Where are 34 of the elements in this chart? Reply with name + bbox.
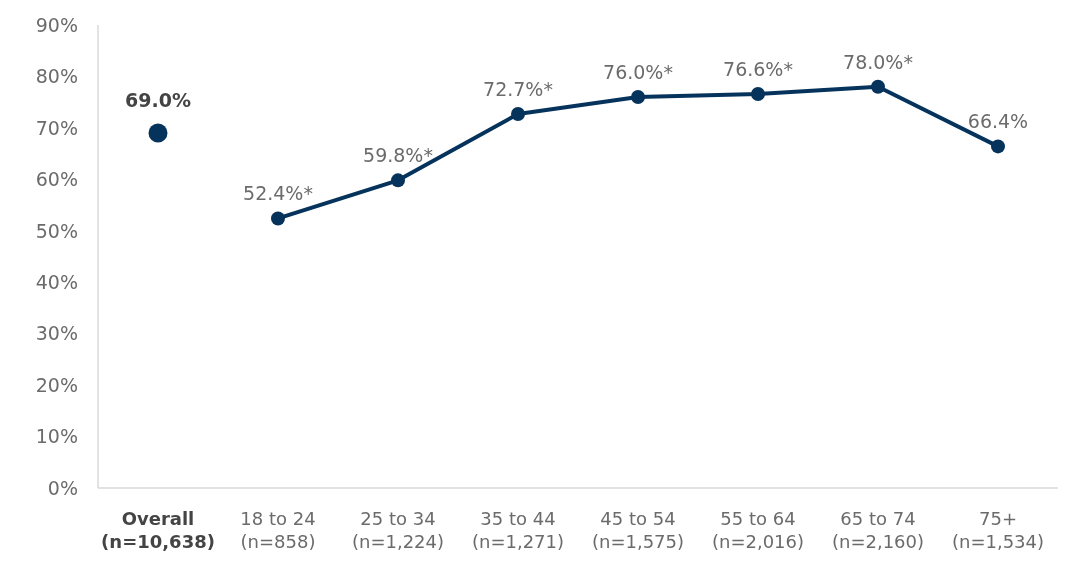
data-label: 76.0%* bbox=[603, 61, 673, 84]
x-tick-label: 55 to 64 (n=2,016) bbox=[711, 507, 805, 553]
data-label: 78.0%* bbox=[843, 50, 913, 73]
x-tick-label: 18 to 24 (n=858) bbox=[240, 507, 316, 553]
y-tick-label: 30% bbox=[35, 322, 78, 345]
x-tick-label: 65 to 74 (n=2,160) bbox=[831, 507, 925, 553]
data-label: 52.4%* bbox=[243, 182, 313, 205]
data-label: 59.8%* bbox=[363, 144, 433, 167]
y-tick-label: 20% bbox=[35, 373, 78, 396]
x-tick-label: 45 to 54 (n=1,575) bbox=[591, 507, 685, 553]
data-label: 76.6%* bbox=[723, 57, 793, 80]
y-tick-label: 60% bbox=[35, 168, 78, 191]
point bbox=[271, 211, 285, 226]
x-tick-label: Overall (n=10,638) bbox=[101, 507, 215, 553]
point bbox=[871, 79, 885, 94]
y-tick-label: 10% bbox=[35, 425, 78, 448]
point bbox=[631, 90, 645, 105]
x-tick-label: 35 to 44 (n=1,271) bbox=[471, 507, 565, 553]
point bbox=[148, 123, 168, 143]
y-tick-label: 50% bbox=[35, 219, 78, 242]
x-tick-label: 75+ (n=1,534) bbox=[951, 507, 1045, 553]
data-label: 72.7%* bbox=[483, 78, 553, 100]
point bbox=[751, 86, 765, 101]
point bbox=[511, 107, 525, 121]
point bbox=[391, 173, 405, 188]
y-tick-label: 40% bbox=[35, 270, 78, 293]
data-label: 69.0% bbox=[125, 88, 191, 111]
y-tick-label: 0% bbox=[47, 476, 78, 499]
y-tick-label: 90% bbox=[35, 13, 78, 36]
y-tick-label: 70% bbox=[35, 116, 78, 139]
point bbox=[991, 139, 1005, 154]
y-tick-label: 80% bbox=[35, 65, 78, 88]
data-label: 66.4% bbox=[967, 110, 1029, 133]
x-tick-label: 25 to 34 (n=1,224) bbox=[351, 507, 445, 553]
